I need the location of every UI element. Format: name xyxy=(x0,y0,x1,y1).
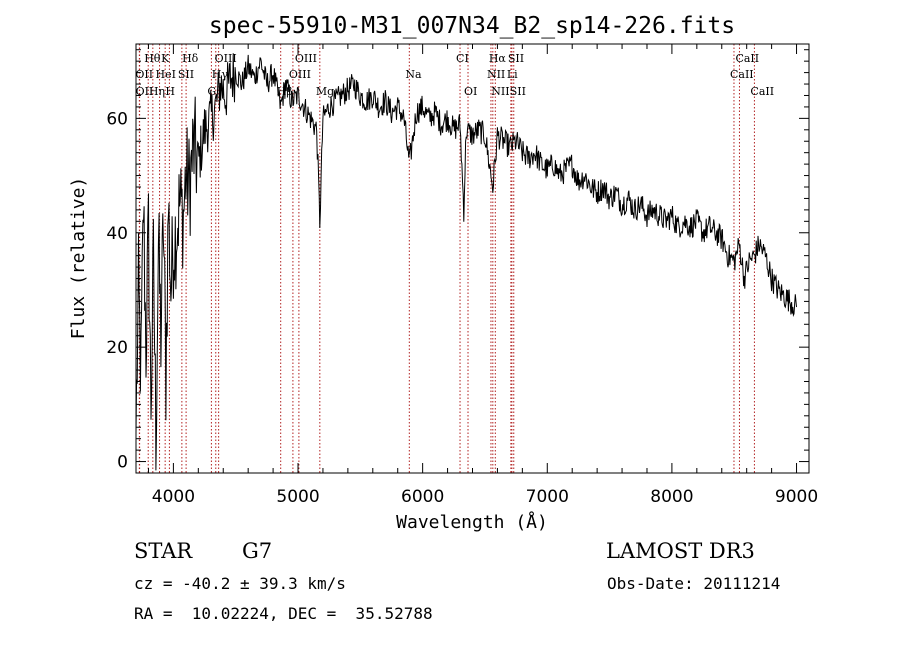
marker-label-20: H xyxy=(165,85,175,98)
spectrum-line xyxy=(135,53,797,471)
marker-label-5: CI xyxy=(456,52,469,65)
marker-label-19: Hη xyxy=(149,85,165,98)
object-class: STAR xyxy=(134,539,193,563)
marker-label-25: NII xyxy=(491,85,509,98)
marker-label-15: NII xyxy=(487,68,505,81)
x-tick-label-7000: 7000 xyxy=(526,487,569,507)
x-tick-label-5000: 5000 xyxy=(276,487,319,507)
marker-label-16: Li xyxy=(507,68,518,81)
marker-label-8: CaII xyxy=(735,52,759,65)
x-tick-label-9000: 9000 xyxy=(775,487,818,507)
marker-label-27: CaII xyxy=(750,85,774,98)
marker-label-12: Hγ xyxy=(212,68,229,81)
object-subclass: G7 xyxy=(242,539,273,563)
coordinates: RA = 10.02224, DEC = 35.52788 xyxy=(134,604,433,623)
plot-frame xyxy=(135,43,810,474)
marker-label-3: OIII xyxy=(215,52,237,65)
marker-label-18: OII xyxy=(136,85,154,98)
marker-label-2: Hδ xyxy=(182,52,199,65)
marker-label-23: Mg xyxy=(316,85,334,98)
marker-label-9: OII xyxy=(135,68,153,81)
marker-label-17: CaII xyxy=(730,68,754,81)
marker-label-11: SII xyxy=(178,68,194,81)
x-tick-label-8000: 8000 xyxy=(650,487,693,507)
line-markers xyxy=(138,44,755,473)
observation-date: Obs-Date: 20111214 xyxy=(607,574,781,593)
x-axis-label: Wavelength (Å) xyxy=(396,511,548,533)
marker-label-0: Hθ xyxy=(144,52,161,65)
marker-label-13: OIII xyxy=(289,68,311,81)
y-tick-label-20: 20 xyxy=(106,338,128,358)
x-tick-label-4000: 4000 xyxy=(152,487,195,507)
y-tick-label-0: 0 xyxy=(117,453,128,473)
marker-label-24: OI xyxy=(464,85,477,98)
marker-label-6: Hα xyxy=(489,52,507,65)
y-axis-label: Flux (relative) xyxy=(68,177,89,340)
y-axis-ticks: 0 20 40 60 xyxy=(106,49,809,473)
marker-label-26: SII xyxy=(510,85,526,98)
marker-label-7: SII xyxy=(508,52,524,65)
y-tick-label-40: 40 xyxy=(106,224,128,244)
chart-title: spec-55910-M31_007N34_B2_sp14-226.fits xyxy=(209,13,735,39)
marker-label-14: Na xyxy=(405,68,422,81)
redshift-value: cz = -40.2 ± 39.3 km/s xyxy=(134,574,346,593)
x-axis-ticks: 4000 5000 6000 7000 8000 9000 xyxy=(147,44,818,507)
survey-name: LAMOST DR3 xyxy=(606,539,755,563)
x-tick-label-6000: 6000 xyxy=(401,487,444,507)
marker-label-10: HeI xyxy=(156,68,176,81)
marker-label-1: K xyxy=(161,52,170,65)
y-tick-label-60: 60 xyxy=(106,109,128,129)
marker-label-4: OIII xyxy=(295,52,317,65)
marker-label-21: G xyxy=(207,85,216,98)
